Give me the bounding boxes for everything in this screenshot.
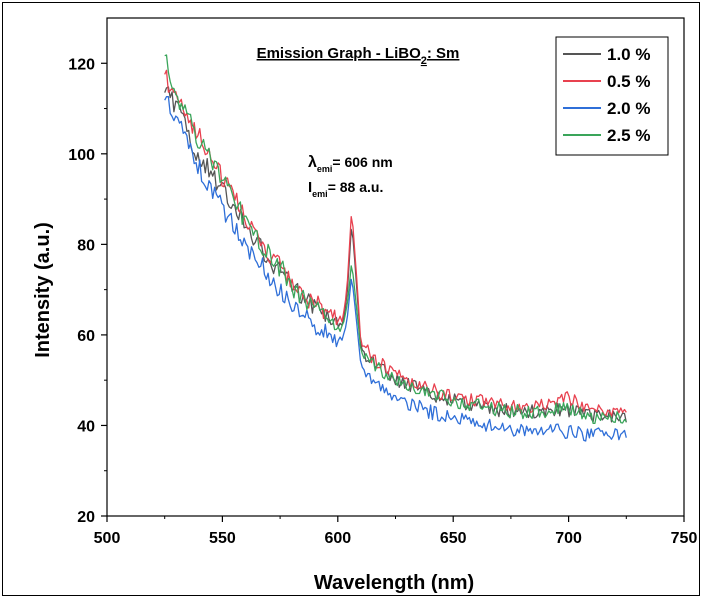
x-tick-label: 700 [555, 530, 582, 547]
tick-group: 500 550 600 650 700 750 20 40 60 80 100 120 [68, 56, 697, 547]
y-tick-label: 120 [68, 56, 95, 73]
y-axis-title: Intensity (a.u.) [32, 222, 54, 358]
x-axis-title: Wavelength (nm) [314, 572, 474, 594]
x-tick-label: 650 [440, 530, 467, 547]
annotation-intensity: Iemi= 88 a.u. [308, 179, 383, 199]
legend: 1.0 % 0.5 % 2.0 % 2.5 % [555, 36, 669, 156]
legend-label-1: 0.5 % [607, 72, 650, 91]
series-line-1 [164, 69, 627, 417]
legend-label-3: 2.5 % [607, 126, 650, 145]
x-tick-label: 550 [209, 530, 236, 547]
series-group [164, 54, 627, 442]
plot-area: 500 550 600 650 700 750 20 40 60 80 100 120 [68, 17, 697, 547]
peak-annotation: λemi= 606 nm Iemi= 88 a.u. [308, 154, 393, 199]
y-tick-label: 80 [77, 237, 95, 254]
y-tick-label: 100 [68, 147, 95, 164]
chart-title: Emission Graph - LiBO2: Sm [257, 45, 460, 67]
y-tick-label: 60 [77, 328, 95, 345]
x-tick-label: 750 [671, 530, 698, 547]
x-tick-label: 500 [94, 530, 121, 547]
y-tick-label: 40 [77, 418, 95, 435]
annotation-wavelength: λemi= 606 nm [308, 154, 393, 174]
series-line-2 [164, 96, 627, 442]
x-tick-label: 600 [324, 530, 351, 547]
legend-label-2: 2.0 % [607, 99, 650, 118]
legend-label-0: 1.0 % [607, 45, 650, 64]
y-tick-label: 20 [77, 509, 95, 526]
series-line-3 [164, 54, 627, 425]
